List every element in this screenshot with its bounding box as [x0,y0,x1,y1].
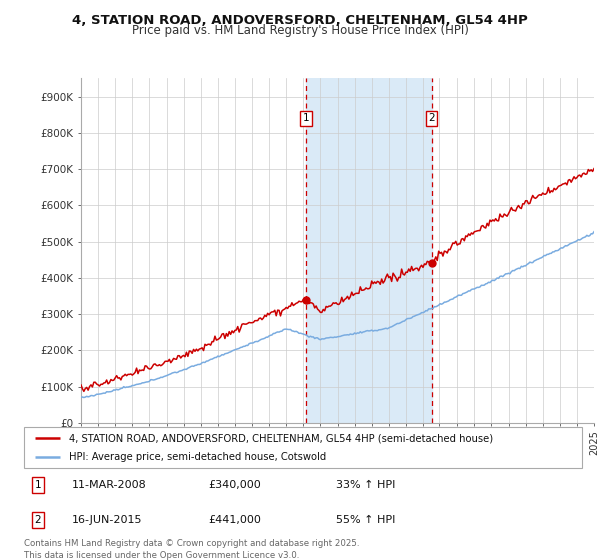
Text: 4, STATION ROAD, ANDOVERSFORD, CHELTENHAM, GL54 4HP (semi-detached house): 4, STATION ROAD, ANDOVERSFORD, CHELTENHA… [68,433,493,443]
Text: 1: 1 [303,113,310,123]
Bar [306,78,431,423]
Text: 16-JUN-2015: 16-JUN-2015 [71,515,142,525]
Text: £441,000: £441,000 [208,515,261,525]
Text: 2: 2 [428,113,435,123]
Text: HPI: Average price, semi-detached house, Cotswold: HPI: Average price, semi-detached house,… [68,452,326,461]
Text: 55% ↑ HPI: 55% ↑ HPI [337,515,396,525]
Text: £340,000: £340,000 [208,480,261,490]
Text: Contains HM Land Registry data © Crown copyright and database right 2025.
This d: Contains HM Land Registry data © Crown c… [24,539,359,559]
Text: 11-MAR-2008: 11-MAR-2008 [71,480,146,490]
Text: 4, STATION ROAD, ANDOVERSFORD, CHELTENHAM, GL54 4HP: 4, STATION ROAD, ANDOVERSFORD, CHELTENHA… [72,14,528,27]
FancyBboxPatch shape [24,427,582,468]
Text: Price paid vs. HM Land Registry's House Price Index (HPI): Price paid vs. HM Land Registry's House … [131,24,469,36]
Text: 33% ↑ HPI: 33% ↑ HPI [337,480,396,490]
Text: 1: 1 [35,480,41,490]
Text: 2: 2 [35,515,41,525]
